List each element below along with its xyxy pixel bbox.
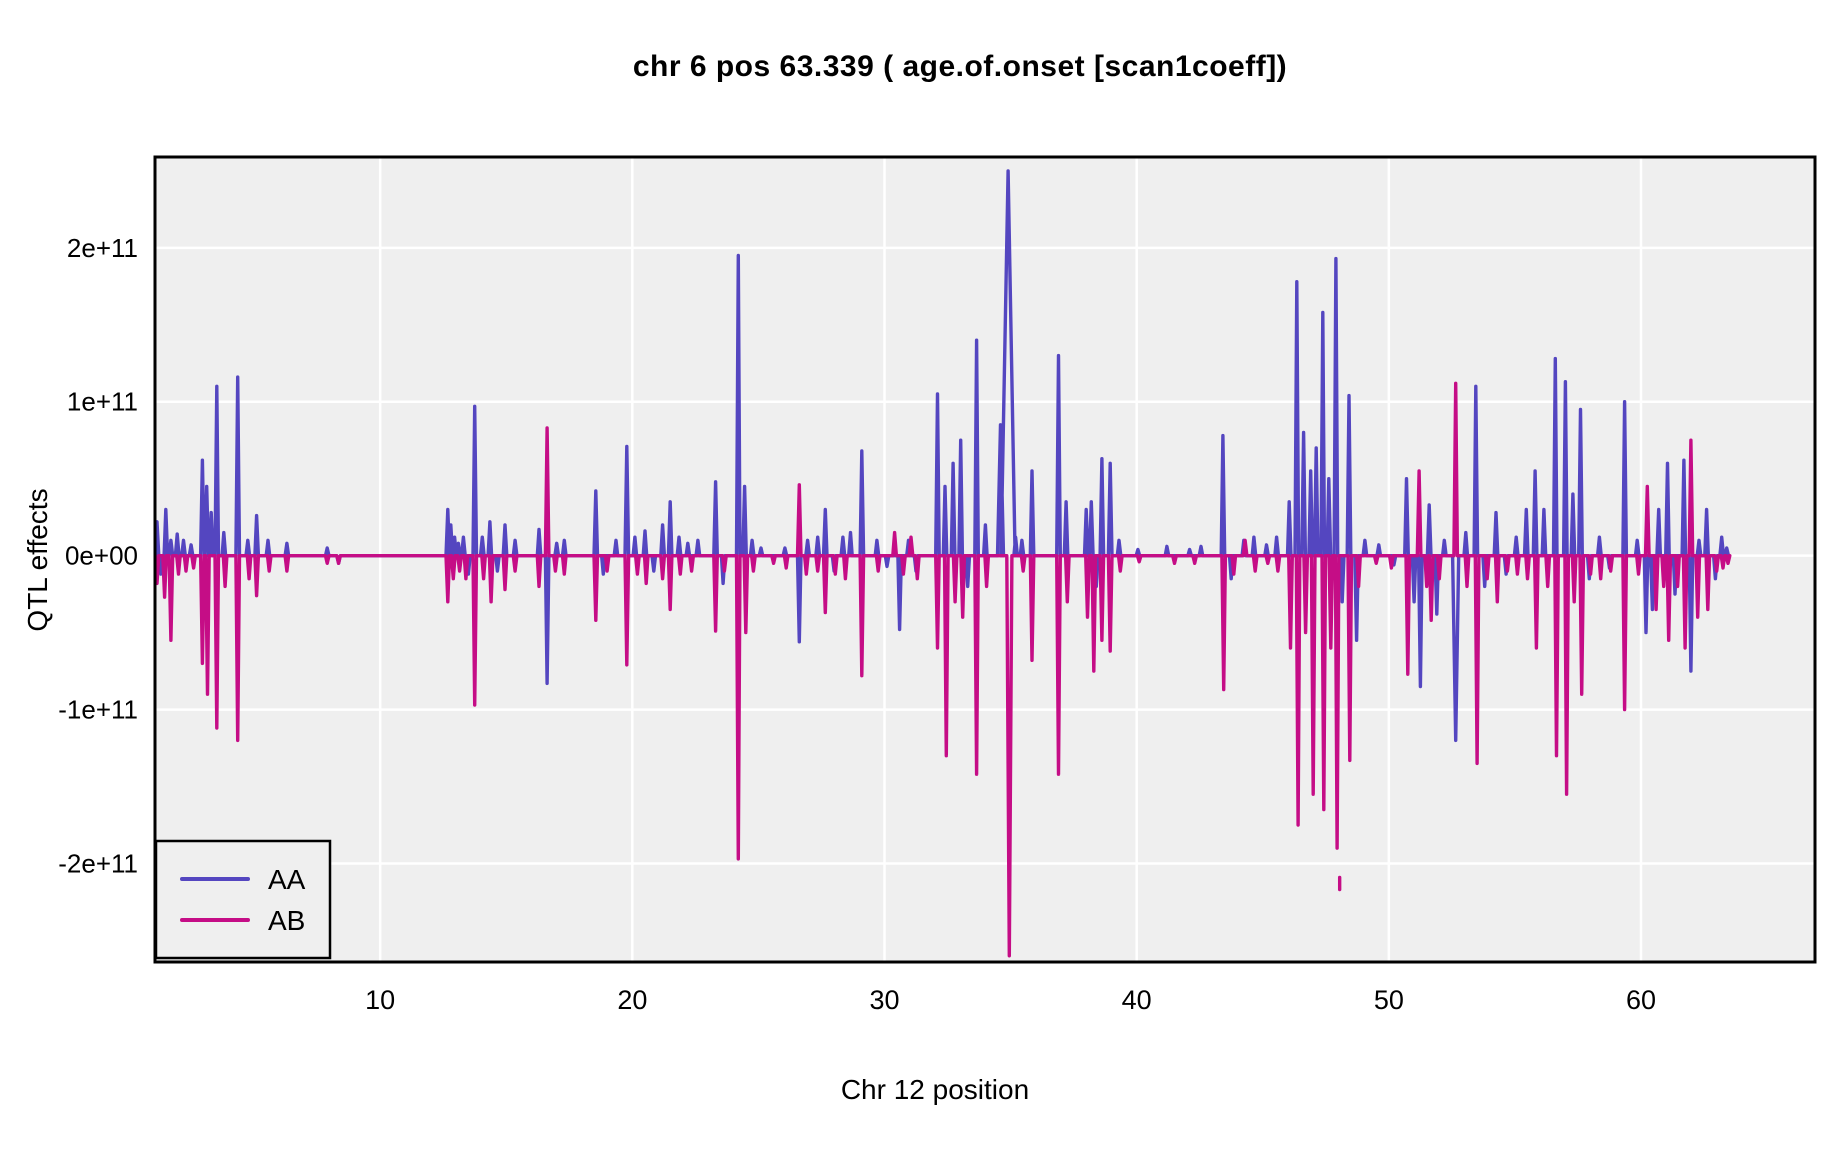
y-tick-label: 0e+00: [65, 541, 138, 571]
x-tick-label: 20: [617, 985, 647, 1015]
chart-title: chr 6 pos 63.339 ( age.of.onset [scan1co…: [632, 50, 1288, 83]
x-axis-title: Chr 12 position: [840, 1074, 1030, 1105]
x-tick-label: 30: [869, 985, 899, 1015]
y-tick-label: -2e+11: [58, 848, 138, 878]
legend-box: [154, 839, 332, 960]
x-tick-label: 10: [365, 985, 395, 1015]
legend-label-AB: AB: [268, 905, 305, 936]
y-tick-label: 2e+11: [67, 233, 138, 263]
x-tick-label: 40: [1122, 985, 1152, 1015]
y-axis-title: QTL effects: [22, 488, 53, 632]
y-tick-label: -1e+11: [58, 695, 138, 725]
legend-label-AA: AA: [268, 864, 306, 895]
x-tick-label: 60: [1626, 985, 1656, 1015]
series-line-AB: [156, 381, 1732, 958]
x-tick-label: 50: [1374, 985, 1404, 1015]
panel-border: [153, 155, 1817, 964]
y-tick-label: 1e+11: [67, 387, 138, 417]
